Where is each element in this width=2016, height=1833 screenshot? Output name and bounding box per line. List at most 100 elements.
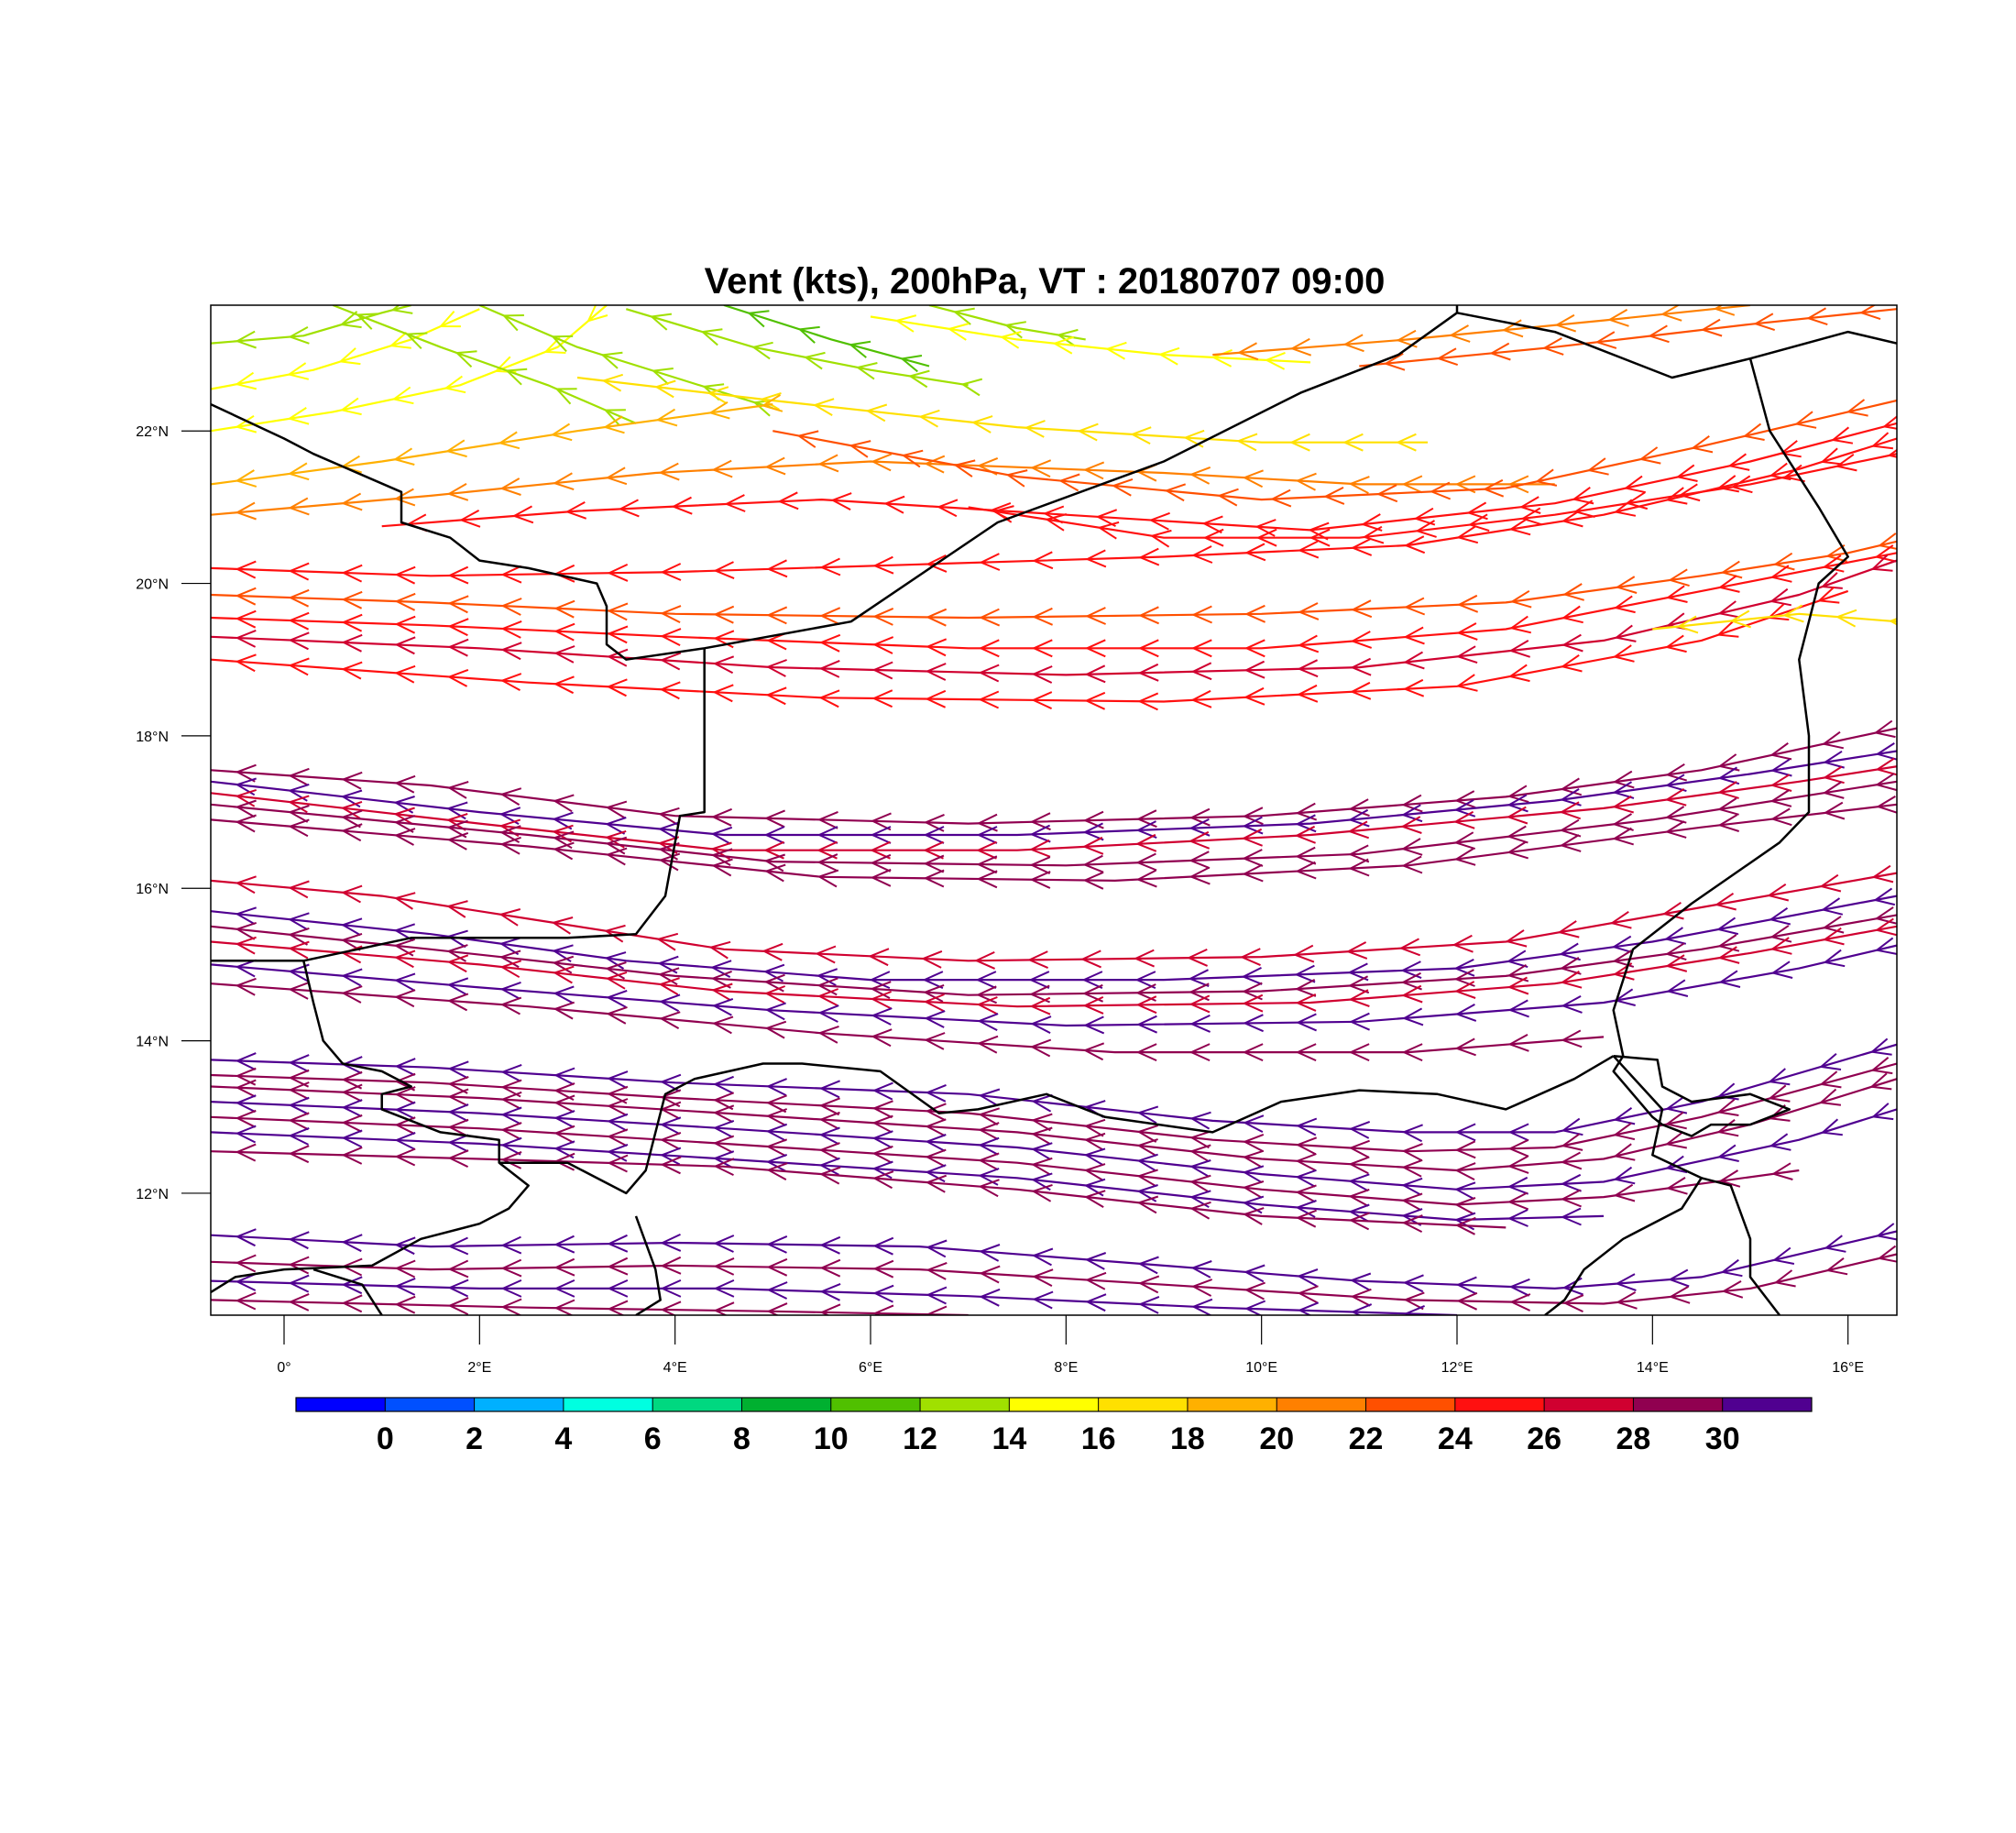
wind-arrow xyxy=(1717,781,1739,799)
wind-arrow xyxy=(553,622,575,642)
streamline xyxy=(211,727,1897,825)
wind-arrow xyxy=(1767,883,1790,902)
wind-arrow xyxy=(1454,1037,1476,1057)
wind-arrow xyxy=(660,1279,682,1298)
wind-arrow xyxy=(978,1244,1001,1262)
wind-arrow xyxy=(1507,976,1529,995)
wind-arrow xyxy=(1665,1177,1688,1195)
wind-arrow xyxy=(1029,459,1052,477)
wind-arrow xyxy=(340,809,363,829)
wind-arrow xyxy=(1095,509,1118,527)
lon-tick-label: 14°E xyxy=(1637,1360,1669,1376)
wind-arrow xyxy=(1822,554,1845,573)
wind-arrow xyxy=(288,1231,310,1250)
wind-arrow xyxy=(1030,1172,1053,1191)
wind-arrow xyxy=(1191,545,1213,564)
wind-arrow xyxy=(446,781,469,799)
wind-arrow xyxy=(603,409,626,426)
wind-arrow xyxy=(1716,1144,1739,1162)
wind-arrow xyxy=(1668,568,1690,587)
wind-arrow xyxy=(871,453,893,472)
wind-arrow xyxy=(564,501,587,520)
wind-arrow xyxy=(341,1294,363,1313)
lat-tick-label: 18°N xyxy=(136,730,169,745)
colorbar-swatch xyxy=(563,1398,653,1411)
wind-arrow xyxy=(288,805,310,823)
wind-arrow xyxy=(1188,982,1210,1002)
wind-arrow xyxy=(976,840,997,860)
wind-arrow xyxy=(970,415,993,434)
wind-arrow xyxy=(607,625,629,644)
wind-arrow xyxy=(235,799,257,818)
wind-arrow xyxy=(1289,337,1312,357)
wind-arrow xyxy=(1030,1126,1053,1146)
country-border xyxy=(1612,357,1849,1057)
wind-arrow xyxy=(1348,476,1370,494)
wind-arrow xyxy=(816,869,839,888)
wind-arrow xyxy=(872,1304,894,1315)
wind-arrow xyxy=(607,1098,629,1116)
country-borders xyxy=(211,305,1897,1315)
wind-arrow xyxy=(1508,517,1531,536)
wind-arrow xyxy=(1342,433,1364,452)
wind-arrow xyxy=(871,689,893,708)
wind-arrow xyxy=(1717,814,1740,832)
wind-arrow xyxy=(1242,807,1264,826)
wind-arrow xyxy=(1507,1123,1529,1142)
country-border xyxy=(312,1268,383,1315)
wind-arrow xyxy=(937,499,959,518)
wind-arrow xyxy=(1824,1235,1846,1253)
wind-arrow xyxy=(713,605,735,624)
wind-arrow xyxy=(1005,469,1028,488)
wind-arrow xyxy=(710,826,733,845)
colorbar-label: 18 xyxy=(1170,1421,1205,1456)
wind-arrow xyxy=(288,657,310,676)
streamline xyxy=(211,1062,1897,1153)
wind-arrow xyxy=(894,314,917,333)
wind-arrow xyxy=(1350,599,1373,619)
wind-arrow xyxy=(1242,1133,1265,1152)
wind-arrow xyxy=(1874,773,1897,791)
wind-arrow xyxy=(288,880,310,899)
wind-arrow xyxy=(1403,1291,1425,1311)
wind-arrow xyxy=(870,868,892,887)
streamline xyxy=(211,403,773,486)
wind-arrow xyxy=(1084,1252,1107,1270)
wind-arrow xyxy=(1888,618,1897,626)
wind-arrow xyxy=(1350,538,1373,556)
colorbar-swatch xyxy=(385,1398,476,1411)
wind-arrow xyxy=(819,557,841,576)
wind-arrow xyxy=(1782,604,1804,623)
wind-arrow xyxy=(1507,1209,1528,1227)
wind-arrow xyxy=(605,817,627,835)
wind-arrow xyxy=(1032,607,1053,626)
wind-arrow xyxy=(553,1152,575,1171)
wind-arrow xyxy=(747,310,770,328)
wind-arrow xyxy=(288,497,310,516)
wind-arrow xyxy=(288,562,310,581)
wind-arrow xyxy=(339,397,362,416)
wind-arrow xyxy=(1082,871,1104,890)
wind-arrow xyxy=(552,811,574,830)
wind-arrow xyxy=(553,1094,575,1114)
wind-arrow xyxy=(712,684,734,703)
wind-arrow xyxy=(1594,331,1617,349)
wind-arrow xyxy=(1189,1190,1211,1209)
wind-arrow xyxy=(288,631,310,651)
streamline xyxy=(211,872,1897,962)
wind-arrow xyxy=(1700,318,1723,337)
wind-arrow xyxy=(1398,938,1421,957)
wind-arrow xyxy=(1242,1165,1265,1184)
wind-arrow xyxy=(390,305,413,314)
wind-arrow xyxy=(1084,639,1106,658)
wind-arrow xyxy=(553,1140,575,1159)
colorbar-label: 0 xyxy=(377,1421,394,1456)
wind-arrow xyxy=(499,787,522,806)
colorbar-swatch xyxy=(1722,1398,1813,1411)
wind-arrow xyxy=(1454,1216,1476,1235)
wind-arrow xyxy=(1779,440,1802,458)
colorbar-label: 2 xyxy=(466,1421,483,1456)
wind-arrow xyxy=(394,1277,416,1296)
wind-arrow xyxy=(760,392,782,411)
wind-arrow xyxy=(553,965,575,984)
